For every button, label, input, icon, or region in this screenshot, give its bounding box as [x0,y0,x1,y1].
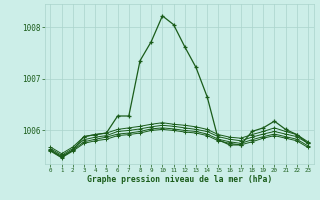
X-axis label: Graphe pression niveau de la mer (hPa): Graphe pression niveau de la mer (hPa) [87,175,272,184]
